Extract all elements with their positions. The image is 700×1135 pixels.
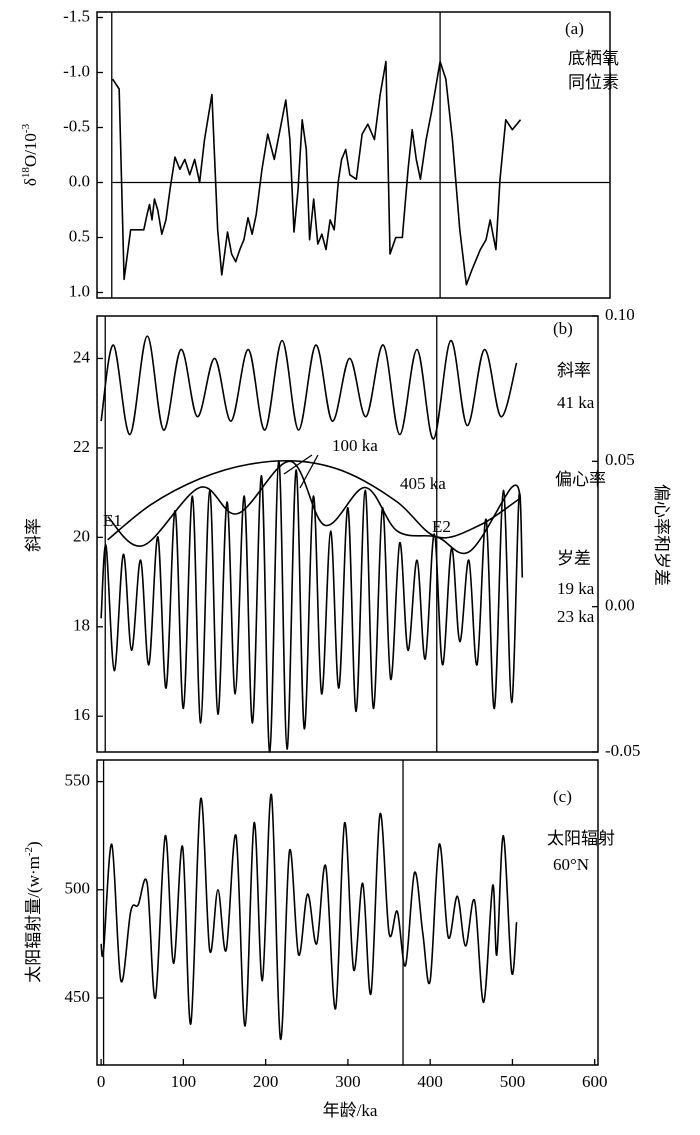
y2-axis-label: 偏心率和岁差 <box>652 484 671 586</box>
y-tick-label: 20 <box>73 526 90 545</box>
leader-line <box>283 454 313 475</box>
annotation: 太阳辐射 <box>547 829 615 848</box>
superscript: -3 <box>20 123 32 133</box>
plot-frame <box>96 11 611 299</box>
x-tick-label: 600 <box>582 1072 608 1091</box>
annotation: E2 <box>432 517 451 536</box>
x-tick-label: 200 <box>253 1072 279 1091</box>
label-part: 斜率 <box>24 518 43 552</box>
plot-frame <box>96 759 599 1066</box>
plot-frame <box>96 315 599 753</box>
annotation: (a) <box>565 19 584 38</box>
y-tick-label: -0.5 <box>63 116 90 135</box>
annotation: 同位素 <box>568 73 619 92</box>
annotation: 60°N <box>553 855 589 874</box>
label-part: ) <box>24 841 43 847</box>
y-tick-label: 550 <box>65 771 91 790</box>
label-part: 太阳辐射量/(w·m <box>24 856 43 983</box>
x-tick-label: 0 <box>97 1072 106 1091</box>
y-tick-label: -1.5 <box>63 6 90 25</box>
y-tick-label: 1.0 <box>69 281 90 300</box>
data-line <box>100 335 518 440</box>
y2-tick-label: 0.05 <box>605 450 635 469</box>
data-line <box>100 460 524 753</box>
annotation: 41 ka <box>557 393 595 412</box>
annotation: 斜率 <box>557 361 591 380</box>
leader-line <box>299 454 319 489</box>
y-tick-label: 450 <box>65 987 91 1006</box>
data-line <box>100 793 518 1040</box>
y-tick-label: 0.0 <box>69 171 90 190</box>
superscript: 18 <box>20 167 32 179</box>
data-line <box>111 60 522 286</box>
annotation: (c) <box>553 787 572 806</box>
y-tick-label: 22 <box>73 437 90 456</box>
x-tick-label: 500 <box>500 1072 526 1091</box>
annotation: 405 ka <box>400 474 446 493</box>
annotation: 岁差 <box>557 549 591 568</box>
x-tick-label: 400 <box>417 1072 443 1091</box>
x-tick-label: 300 <box>335 1072 361 1091</box>
annotation: 偏心率 <box>555 470 606 489</box>
annotation: 19 ka <box>557 579 595 598</box>
y-tick-label: 16 <box>73 705 90 724</box>
data-line <box>107 459 520 541</box>
annotation: E1 <box>103 511 122 530</box>
y2-tick-label: 0.00 <box>605 596 635 615</box>
y-tick-label: 500 <box>65 879 91 898</box>
y-tick-label: 24 <box>73 347 91 366</box>
superscript: -2 <box>23 847 35 856</box>
y-axis-label: δ18O/10-3 <box>20 123 40 186</box>
x-tick-label: 100 <box>171 1072 197 1091</box>
label-part: O/10 <box>21 133 40 167</box>
annotation: (b) <box>553 319 573 338</box>
y2-tick-label: -0.05 <box>605 741 640 760</box>
annotation: 100 ka <box>332 436 378 455</box>
annotation: 底栖氧 <box>568 49 619 68</box>
y-tick-label: 18 <box>73 616 90 635</box>
data-line <box>107 460 522 555</box>
x-axis-label: 年龄/ka <box>323 1101 378 1120</box>
annotation: 23 ka <box>557 607 595 626</box>
y-axis-label: 斜率 <box>24 518 43 552</box>
y-tick-label: 0.5 <box>69 226 90 245</box>
y2-tick-label: 0.10 <box>605 305 635 324</box>
y-axis-label: 太阳辐射量/(w·m-2) <box>23 841 43 982</box>
label-part: δ <box>21 178 40 186</box>
y-tick-label: -1.0 <box>63 61 90 80</box>
